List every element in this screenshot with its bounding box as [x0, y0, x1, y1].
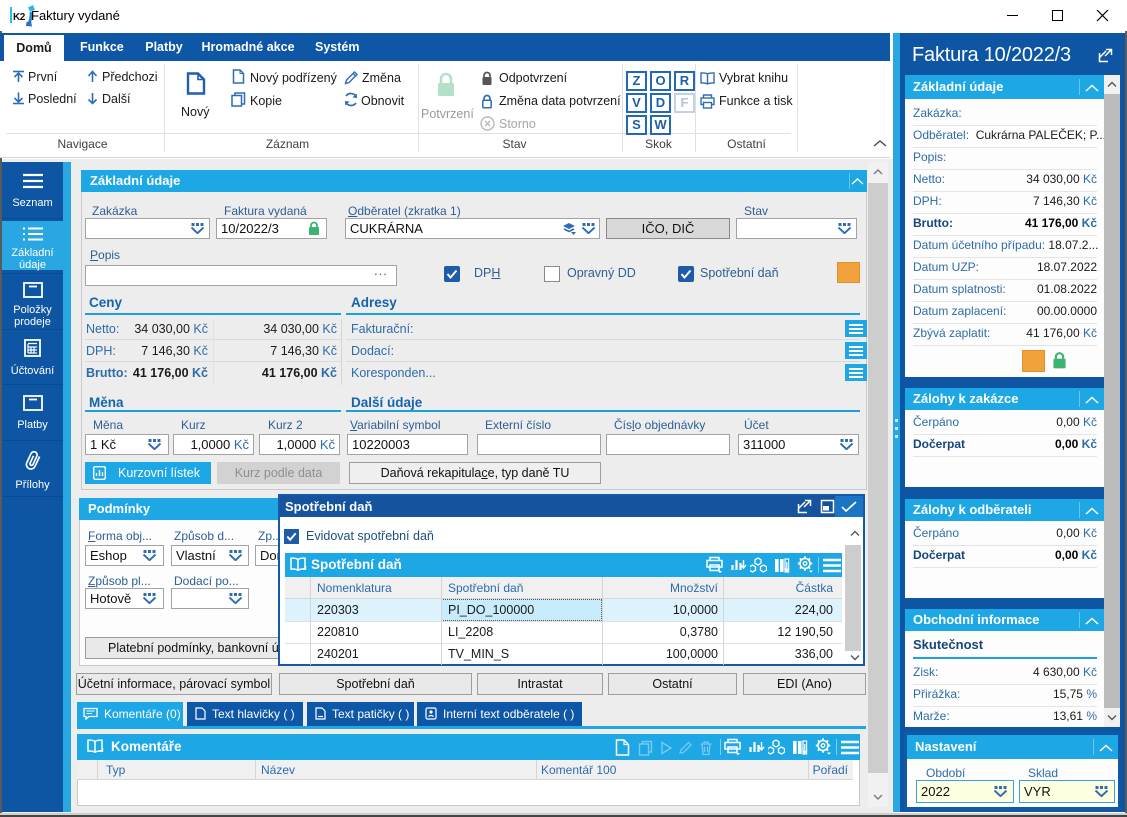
svg-text:K2: K2 [13, 12, 26, 23]
